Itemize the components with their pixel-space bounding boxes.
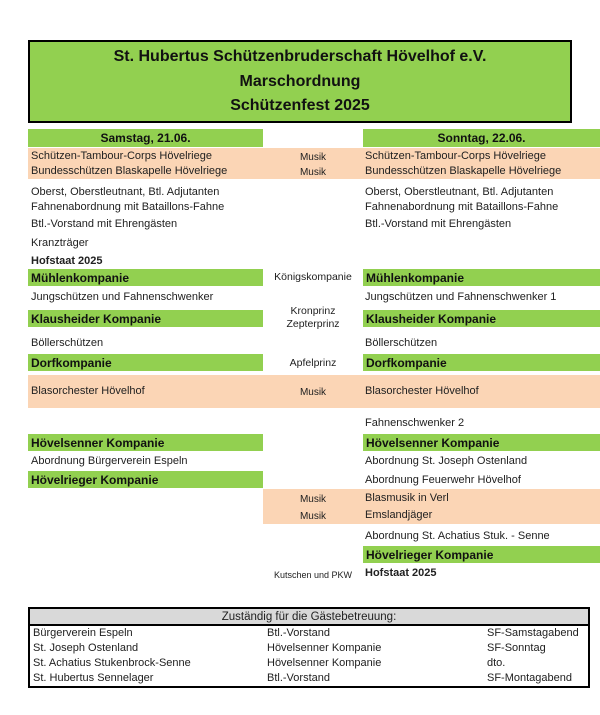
- responsible-cell: Hövelsenner Kompanie: [267, 657, 382, 669]
- sat-hoevelsenner-bar: Hövelsenner Kompanie: [28, 434, 263, 451]
- mid-musik-label-1: Musik: [299, 152, 327, 163]
- sun-music-1: Schützen-Tambour-Corps Hövelriege: [365, 150, 546, 162]
- mid-musik-label-5: Musik: [299, 511, 327, 522]
- sun-feuerwehr: Abordnung Feuerwehr Hövelhof: [365, 474, 521, 486]
- sun-achatius: Abordnung St. Achatius Stuk. - Senne: [365, 530, 550, 542]
- sat-music-1: Schützen-Tambour-Corps Hövelriege: [31, 150, 212, 162]
- sunday-column-header: Sonntag, 22.06.: [363, 129, 600, 147]
- sat-boellerschuetzen: Böllerschützen: [31, 337, 104, 349]
- guest-group-cell: Bürgerverein Espeln: [33, 627, 133, 639]
- responsible-cell: Hövelsenner Kompanie: [267, 642, 382, 654]
- sun-hofstaat: Hofstaat 2025: [365, 567, 437, 579]
- music-band-top: [28, 148, 600, 179]
- table-row: St. Joseph Ostenland Hövelsenner Kompani…: [30, 641, 588, 656]
- music-band-bottom: [263, 489, 600, 524]
- sat-board: Btl.-Vorstand mit Ehrengästen: [31, 218, 178, 230]
- table-row: Bürgerverein Espeln Btl.-Vorstand SF-Sam…: [30, 626, 588, 641]
- sun-fahnenschwenker2: Fahnenschwenker 2: [365, 417, 465, 429]
- guest-care-table: Zuständig für die Gästebetreuung: Bürger…: [28, 607, 590, 688]
- sat-espeln: Abordnung Bürgerverein Espeln: [31, 455, 188, 467]
- mid-kronprinz-label: Kronprinz: [290, 305, 336, 317]
- sat-klausheider-bar: Klausheider Kompanie: [28, 310, 263, 327]
- guest-group-cell: St. Achatius Stukenbrock-Senne: [33, 657, 191, 669]
- event-cell: SF-Samstagabend: [487, 627, 579, 639]
- sun-officers-2: Fahnenabordnung mit Bataillons-Fahne: [365, 201, 559, 213]
- mid-kutschen-label: Kutschen und PKW: [273, 570, 353, 580]
- responsible-cell: Btl.-Vorstand: [267, 672, 330, 684]
- sun-music-2: Bundesschützen Blaskapelle Hövelriege: [365, 165, 562, 177]
- sat-hoevelrieger-bar: Hövelrieger Kompanie: [28, 471, 263, 488]
- sun-blasorchester: Blasorchester Hövelhof: [365, 385, 479, 397]
- sat-officers-1: Oberst, Oberstleutnant, Btl. Adjutanten: [31, 186, 220, 198]
- sat-muehlenkompanie-bar: Mühlenkompanie: [28, 269, 263, 286]
- event-cell: SF-Sonntag: [487, 642, 546, 654]
- responsible-cell: Btl.-Vorstand: [267, 627, 330, 639]
- sat-dorfkompanie-bar: Dorfkompanie: [28, 354, 263, 371]
- sun-boellerschuetzen: Böllerschützen: [365, 337, 438, 349]
- sat-music-2: Bundesschützen Blaskapelle Hövelriege: [31, 165, 228, 177]
- mid-musik-label-4: Musik: [299, 494, 327, 505]
- event-cell: dto.: [487, 657, 506, 669]
- guest-group-cell: St. Hubertus Sennelager: [33, 672, 154, 684]
- mid-musik-label-3: Musik: [299, 387, 327, 398]
- sat-blasorchester: Blasorchester Hövelhof: [31, 385, 145, 397]
- table-row: St. Achatius Stukenbrock-Senne Hövelsenn…: [30, 656, 588, 671]
- table-row: St. Hubertus Sennelager Btl.-Vorstand SF…: [30, 671, 588, 686]
- title-box: St. Hubertus Schützenbruderschaft Hövelh…: [28, 40, 572, 123]
- document-subtitle-2: Schützenfest 2025: [230, 96, 370, 114]
- mid-zepterprinz-label: Zepterprinz: [286, 318, 340, 330]
- sun-emslandjaeger: Emslandjäger: [365, 509, 433, 521]
- sat-officers-2: Fahnenabordnung mit Bataillons-Fahne: [31, 201, 225, 213]
- sun-officers-1: Oberst, Oberstleutnant, Btl. Adjutanten: [365, 186, 554, 198]
- sun-board: Btl.-Vorstand mit Ehrengästen: [365, 218, 512, 230]
- guest-care-table-header: Zuständig für die Gästebetreuung:: [30, 609, 588, 626]
- sun-dorfkompanie-bar: Dorfkompanie: [363, 354, 600, 371]
- document-subtitle-1: Marschordnung: [239, 72, 361, 90]
- sun-klausheider-bar: Klausheider Kompanie: [363, 310, 600, 327]
- mid-koenigskompanie-label: Königskompanie: [274, 271, 352, 283]
- music-band-middle: [28, 375, 600, 408]
- document-title: St. Hubertus Schützenbruderschaft Hövelh…: [113, 48, 487, 66]
- sun-blasmusik: Blasmusik in Verl: [365, 492, 449, 504]
- sun-hoevelsenner-bar: Hövelsenner Kompanie: [363, 434, 600, 451]
- sun-ostenland: Abordnung St. Joseph Ostenland: [365, 455, 528, 467]
- guest-group-cell: St. Joseph Ostenland: [33, 642, 139, 654]
- sun-muehlenkompanie-bar: Mühlenkompanie: [363, 269, 600, 286]
- mid-apfelprinz-label: Apfelprinz: [289, 357, 337, 369]
- sat-jungschuetzen: Jungschützen und Fahnenschwenker: [31, 291, 214, 303]
- event-cell: SF-Montagabend: [487, 672, 572, 684]
- saturday-column-header: Samstag, 21.06.: [28, 129, 263, 147]
- sat-hofstaat: Hofstaat 2025: [31, 255, 103, 267]
- mid-musik-label-2: Musik: [299, 167, 327, 178]
- sun-jungschuetzen: Jungschützen und Fahnenschwenker 1: [365, 291, 557, 303]
- sun-hoevelrieger-bar: Hövelrieger Kompanie: [363, 546, 600, 563]
- sat-kranztraeger: Kranzträger: [31, 237, 89, 249]
